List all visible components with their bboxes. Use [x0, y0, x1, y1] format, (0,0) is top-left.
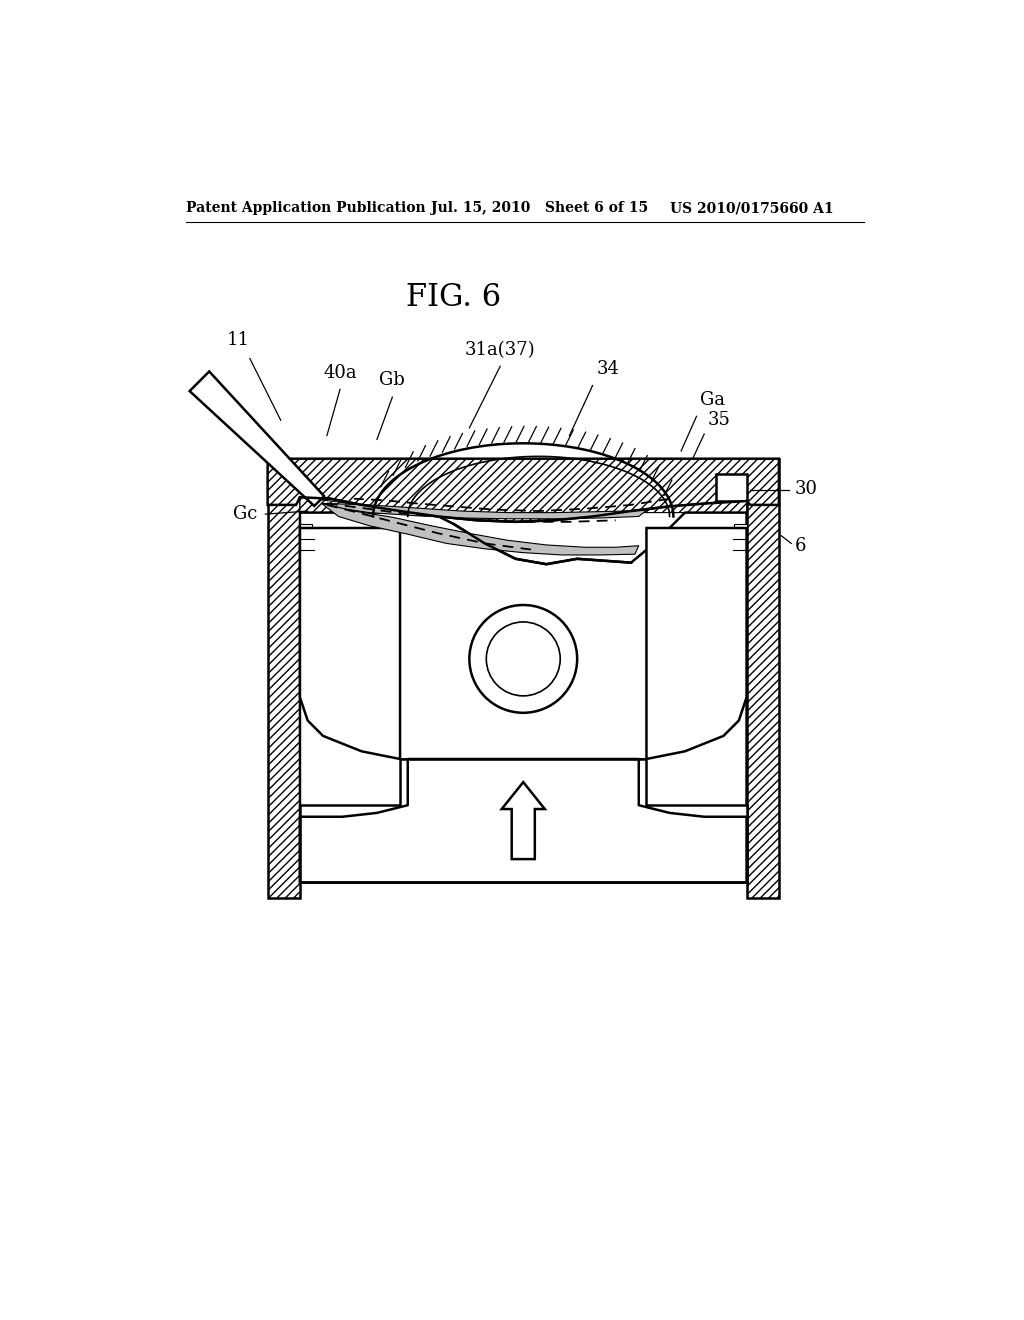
- Polygon shape: [322, 503, 646, 519]
- Polygon shape: [646, 528, 746, 759]
- Text: 40a: 40a: [324, 364, 356, 381]
- Polygon shape: [267, 459, 300, 898]
- Polygon shape: [631, 502, 746, 512]
- Polygon shape: [716, 474, 746, 502]
- Polygon shape: [189, 371, 325, 506]
- Text: 11: 11: [227, 331, 250, 350]
- Text: 6: 6: [795, 537, 806, 556]
- Text: Gc: Gc: [233, 506, 258, 523]
- Text: 34: 34: [596, 360, 620, 378]
- Polygon shape: [300, 524, 312, 533]
- Text: Ga: Ga: [700, 392, 725, 409]
- Polygon shape: [300, 512, 746, 882]
- Polygon shape: [300, 498, 431, 515]
- Text: Jul. 15, 2010   Sheet 6 of 15: Jul. 15, 2010 Sheet 6 of 15: [431, 202, 648, 215]
- Polygon shape: [502, 781, 545, 859]
- Polygon shape: [746, 459, 779, 898]
- Text: Patent Application Publication: Patent Application Publication: [186, 202, 426, 215]
- Polygon shape: [300, 536, 312, 545]
- Polygon shape: [300, 759, 746, 882]
- Polygon shape: [267, 459, 779, 521]
- Text: US 2010/0175660 A1: US 2010/0175660 A1: [670, 202, 834, 215]
- Polygon shape: [300, 528, 400, 759]
- Text: Gb: Gb: [380, 371, 406, 389]
- Text: 35: 35: [708, 412, 731, 429]
- Polygon shape: [322, 503, 639, 554]
- Text: FIG. 6: FIG. 6: [407, 281, 502, 313]
- Polygon shape: [734, 524, 746, 533]
- Text: 30: 30: [795, 480, 817, 499]
- Polygon shape: [734, 536, 746, 545]
- Text: 31a(37): 31a(37): [465, 341, 536, 359]
